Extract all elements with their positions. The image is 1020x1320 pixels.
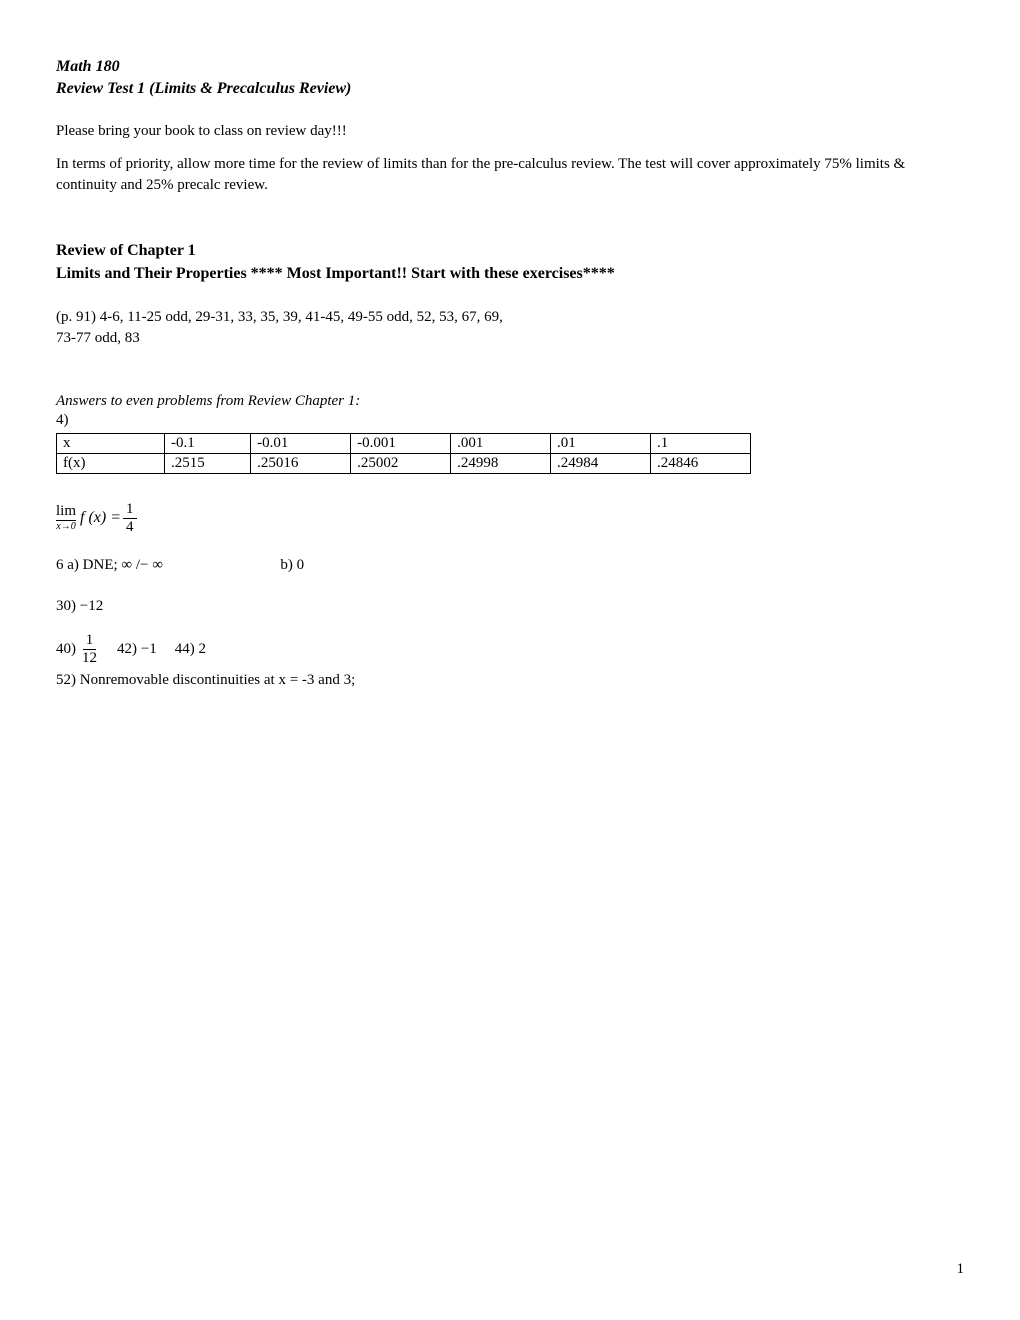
page-number: 1 <box>957 1261 965 1278</box>
fraction: 1 4 <box>123 502 137 535</box>
fx-text: f (x) = <box>80 509 121 527</box>
table-cell: x <box>57 433 165 453</box>
lim-text: lim <box>56 504 76 521</box>
table-cell: .25016 <box>251 453 351 473</box>
answers-heading: Answers to even problems from Review Cha… <box>56 393 964 410</box>
problem-4-label: 4) <box>56 410 964 431</box>
table-row: f(x) .2515 .25016 .25002 .24998 .24984 .… <box>57 453 751 473</box>
table-cell: .01 <box>551 433 651 453</box>
table-cell: -0.001 <box>351 433 451 453</box>
table-cell: f(x) <box>57 453 165 473</box>
answer-40-label: 40) <box>56 641 76 658</box>
exercises-line-2: 73-77 odd, 83 <box>56 328 964 349</box>
denominator: 4 <box>126 519 134 535</box>
answer-42: 42) −1 <box>117 641 157 658</box>
intro-line-1: Please bring your book to class on revie… <box>56 121 964 142</box>
table-cell: .24846 <box>651 453 751 473</box>
table-row: x -0.1 -0.01 -0.001 .001 .01 .1 <box>57 433 751 453</box>
numerator: 1 <box>83 633 97 650</box>
table-cell: -0.01 <box>251 433 351 453</box>
table-cell: .24984 <box>551 453 651 473</box>
fraction-40: 1 12 <box>82 633 97 666</box>
table-cell: .25002 <box>351 453 451 473</box>
table-cell: .24998 <box>451 453 551 473</box>
table-cell: -0.1 <box>165 433 251 453</box>
answer-52: 52) Nonremovable discontinuities at x = … <box>56 670 964 691</box>
table-cell: .001 <box>451 433 551 453</box>
answer-6b: b) 0 <box>280 557 304 573</box>
intro-line-2: In terms of priority, allow more time fo… <box>56 154 964 196</box>
answer-40-line: 40) 1 12 42) −1 44) 2 <box>56 633 964 666</box>
answer-30: 30) −12 <box>56 596 964 617</box>
review-title: Review Test 1 (Limits & Precalculus Revi… <box>56 78 964 100</box>
table-cell: .2515 <box>165 453 251 473</box>
limit-expression: lim x→0 f (x) = 1 4 <box>56 502 139 535</box>
lim-subscript: x→0 <box>56 522 75 532</box>
section-heading-2: Limits and Their Properties **** Most Im… <box>56 263 964 285</box>
course-title: Math 180 <box>56 56 964 78</box>
answer-6: 6 a) DNE; ∞ /− ∞ b) 0 <box>56 555 964 576</box>
answer-44: 44) 2 <box>175 641 206 658</box>
data-table: x -0.1 -0.01 -0.001 .001 .01 .1 f(x) .25… <box>56 433 751 474</box>
answer-6a: 6 a) DNE; ∞ /− ∞ <box>56 557 163 573</box>
exercises-line-1: (p. 91) 4-6, 11-25 odd, 29-31, 33, 35, 3… <box>56 307 964 328</box>
numerator: 1 <box>123 502 137 519</box>
section-heading-1: Review of Chapter 1 <box>56 240 964 262</box>
table-cell: .1 <box>651 433 751 453</box>
denominator: 12 <box>82 650 97 666</box>
